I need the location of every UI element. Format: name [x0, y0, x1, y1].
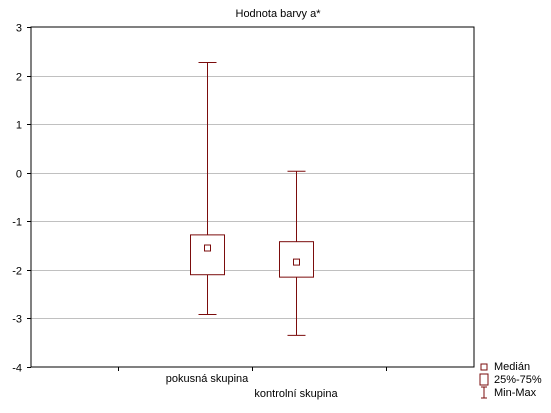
y-tick-label: -4 — [12, 363, 22, 375]
x-axis: pokusná skupina kontrolní skupina — [118, 367, 387, 400]
y-tick-label: -3 — [12, 314, 22, 326]
y-tick-label: -1 — [12, 217, 22, 229]
legend-label: Medián — [494, 361, 530, 373]
legend-label: 25%-75% — [494, 374, 542, 386]
x-tick-label: kontrolní skupina — [254, 388, 338, 400]
legend-box-symbol — [479, 373, 489, 386]
median-marker — [204, 244, 211, 252]
y-tick-label: 1 — [16, 120, 22, 132]
x-tick-label: pokusná skupina — [166, 373, 249, 385]
iqr-box — [190, 234, 225, 276]
box-group — [279, 170, 314, 336]
y-axis: 3 2 1 0 -1 -2 -3 -4 — [12, 23, 31, 375]
legend-label: Min-Max — [494, 387, 537, 399]
box-group — [190, 61, 225, 316]
grid-lines — [31, 76, 474, 319]
plot-frame — [30, 26, 475, 368]
median-marker — [293, 258, 300, 266]
y-tick-label: -2 — [12, 266, 22, 278]
y-tick-label: 0 — [16, 169, 22, 181]
box-series — [190, 61, 314, 336]
chart-title: Hodnota barvy a* — [236, 8, 322, 20]
legend-median-symbol — [480, 363, 488, 371]
y-tick-label: 3 — [16, 23, 22, 35]
y-tick-label: 2 — [16, 72, 22, 84]
